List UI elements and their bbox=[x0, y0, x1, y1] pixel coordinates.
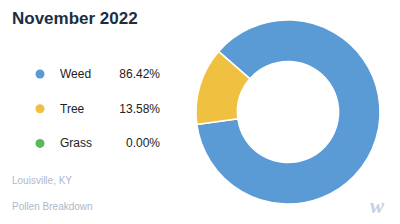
legend-value: 13.58% bbox=[119, 102, 160, 116]
legend: Weed 86.42% Tree 13.58% Grass 0.00% bbox=[36, 67, 161, 150]
subtitle: Louisville, KY bbox=[12, 175, 72, 186]
donut-slice bbox=[219, 52, 250, 79]
watermark: w bbox=[370, 194, 385, 218]
subtitle: Pollen Breakdown bbox=[12, 201, 93, 212]
legend-label: Weed bbox=[60, 67, 91, 81]
legend-value: 0.00% bbox=[126, 136, 160, 150]
chart: November 2022 Weed 86.42% Tree 13.58% Grass 0.… bbox=[0, 0, 400, 224]
title: November 2022 bbox=[12, 9, 138, 28]
legend-swatch bbox=[36, 104, 45, 113]
legend-swatch bbox=[36, 70, 45, 79]
legend-value: 86.42% bbox=[119, 67, 160, 81]
donut-slice bbox=[197, 20, 380, 204]
donut-slice bbox=[196, 52, 250, 125]
legend-label: Tree bbox=[60, 102, 85, 116]
donut bbox=[196, 20, 380, 204]
legend-label: Grass bbox=[60, 136, 92, 150]
legend-swatch bbox=[36, 139, 45, 148]
